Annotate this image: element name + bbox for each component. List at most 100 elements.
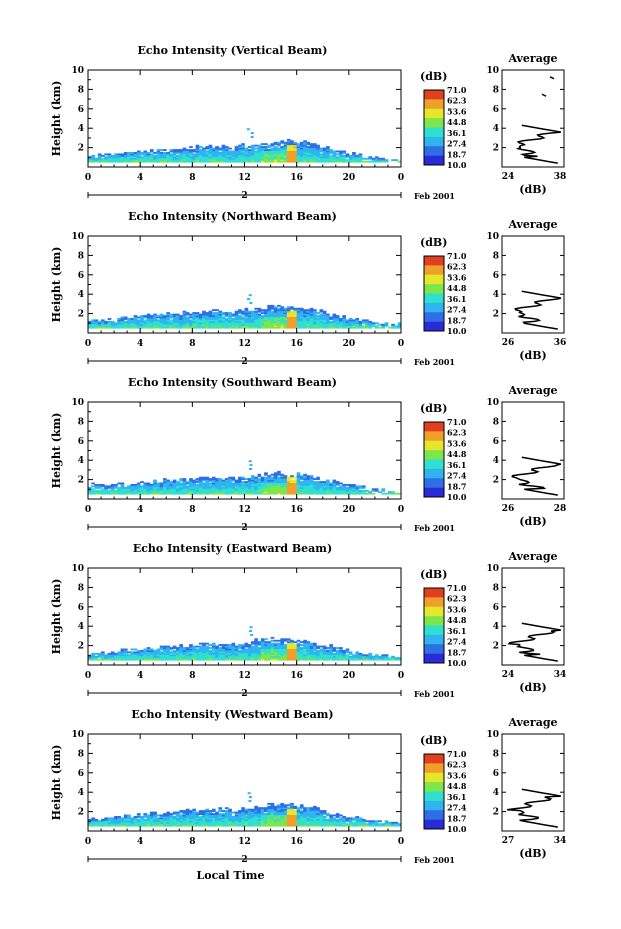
heatmap-cell (97, 484, 102, 486)
heatmap-cell (322, 153, 327, 156)
heatmap-cell (270, 651, 275, 654)
heatmap-cell (303, 485, 307, 488)
heatmap-cell (234, 813, 239, 815)
heatmap-cell (322, 316, 327, 319)
heatmap-cell (273, 475, 278, 478)
heatmap-cell (384, 654, 389, 657)
heatmap-cell (176, 817, 180, 820)
heatmap-cell (149, 488, 154, 491)
heatmap-cell (270, 313, 275, 316)
heatmap-cell (296, 307, 301, 310)
heatmap-cell (104, 325, 108, 328)
heatmap-cell (228, 484, 232, 486)
heatmap-cell (234, 658, 239, 661)
heatmap-cell (218, 820, 223, 823)
heatmap-cell (326, 488, 330, 491)
heatmap-cell (182, 657, 187, 660)
heatmap-cell (319, 651, 324, 654)
heatmap-cell (185, 156, 190, 159)
heatmap-cell (208, 146, 213, 148)
heatmap-cell (120, 319, 125, 322)
heatmap-cell (319, 658, 324, 661)
heatmap-cell (146, 654, 151, 657)
heatmap-cell (335, 315, 340, 317)
heatmap-cell (286, 153, 291, 156)
heatmap-cell (117, 820, 121, 823)
heatmap-cell (339, 492, 343, 495)
heatmap-cell (143, 650, 148, 652)
heatmap-cell (136, 485, 141, 488)
heatmap-cell (342, 160, 346, 163)
heatmap-cell (283, 481, 288, 483)
heatmap-cell (117, 824, 121, 827)
heatmap-cell (211, 150, 216, 153)
heatmap-cell (388, 658, 392, 661)
heatmap-cell (286, 143, 291, 146)
heatmap-cell (309, 648, 314, 651)
profile-y-label: 8 (493, 749, 499, 759)
heatmap-cell (224, 485, 229, 488)
heatmap-cell (293, 152, 298, 154)
heatmap-cell (215, 147, 219, 150)
heatmap-cell (273, 814, 278, 817)
heatmap-cell (228, 320, 232, 323)
heatmap-cell (270, 154, 275, 157)
heatmap-cell (159, 816, 164, 818)
heatmap-cell (146, 160, 151, 163)
heatmap-cell (322, 310, 327, 313)
heatmap-cell (179, 318, 183, 320)
heatmap-cell (208, 811, 213, 814)
heatmap-cell (136, 150, 141, 153)
heatmap-cell (163, 479, 167, 482)
heatmap-cell (205, 811, 210, 814)
heatmap-cell (205, 313, 210, 316)
heatmap-cell (303, 823, 307, 826)
heatmap-cell (110, 156, 115, 159)
heatmap-cell (273, 153, 278, 156)
heatmap-cell (215, 482, 219, 485)
heatmap-cell (267, 821, 271, 824)
heatmap-cell (114, 657, 118, 660)
heatmap-cell (329, 325, 333, 328)
heatmap-cell (290, 824, 294, 827)
heatmap-cell (218, 153, 223, 156)
heatmap-cell (322, 650, 327, 652)
heatmap-cell (322, 824, 327, 827)
heatmap-cell (244, 160, 249, 163)
heatmap-cell (277, 811, 281, 814)
heatmap-cell (384, 325, 389, 328)
heatmap-cell (368, 823, 373, 826)
profile-curve-fragment (549, 76, 555, 80)
heatmap-cell (286, 807, 291, 810)
heatmap-cell (329, 648, 333, 651)
heatmap-cell (306, 481, 311, 483)
heatmap-cell (326, 152, 330, 154)
heatmap-cell (149, 652, 154, 655)
heatmap-cell (306, 478, 311, 480)
heatmap-cell (283, 307, 288, 310)
heatmap-cell (130, 325, 135, 328)
x-tick-label: 16 (290, 671, 303, 681)
heatmap-cell (290, 650, 294, 652)
heatmap-cell (332, 485, 337, 488)
heatmap-cell (169, 319, 174, 322)
heatmap-cell (97, 326, 102, 329)
heatmap-cell (394, 657, 399, 660)
heatmap-cell (176, 658, 180, 661)
heatmap-cell (198, 320, 203, 323)
heatmap-cell (231, 651, 236, 654)
heatmap-cell (169, 486, 174, 489)
heatmap-cell (365, 326, 369, 329)
heatmap-cell (365, 325, 369, 328)
heatmap-cell (332, 156, 337, 159)
heatmap-cell (381, 488, 386, 491)
heatmap-cell (123, 157, 128, 160)
heatmap-cell (273, 146, 278, 148)
heatmap-cell (293, 817, 298, 820)
heatmap-cell (290, 479, 294, 482)
heatmap-cell (306, 652, 311, 655)
heatmap-cell (368, 323, 373, 326)
heatmap-cell (251, 312, 255, 314)
heatmap-cell (244, 149, 249, 151)
